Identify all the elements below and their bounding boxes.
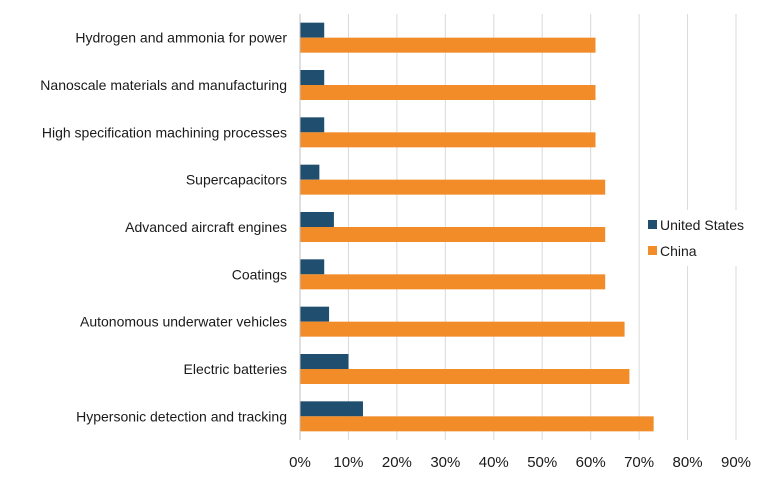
bar-china [300,369,630,384]
x-tick-label: 60% [576,454,606,471]
x-tick-label: 90% [721,454,751,471]
bar-united-states [300,306,330,322]
legend: United States China [640,210,760,266]
x-tick-label: 20% [382,454,412,471]
legend-background [640,210,760,266]
category-label: Hypersonic detection and tracking [76,408,287,424]
category-label: Nanoscale materials and manufacturing [40,77,287,93]
bar-united-states [300,259,325,275]
category-label: Autonomous underwater vehicles [80,314,287,330]
bar-china [300,132,596,148]
x-tick-label: 0% [289,454,311,471]
bar-china [300,227,606,242]
legend-label-united-states: United States [660,217,744,233]
x-axis-tick-labels: 0% 10% 20% 30% 40% 50% 60% 70% 80% 90% [289,454,751,471]
category-label: Supercapacitors [186,172,287,188]
category-label: High specification machining processes [42,124,287,140]
x-tick-label: 40% [479,454,509,471]
category-label: Coatings [232,266,287,282]
x-tick-label: 80% [673,454,703,471]
bar-united-states [300,354,349,369]
bar-china [300,321,625,337]
x-tick-label: 70% [624,454,654,471]
category-label: Electric batteries [184,361,287,377]
category-label: Advanced aircraft engines [125,219,287,235]
category-labels: Hydrogen and ammonia for power Nanoscale … [40,30,287,425]
bar-china [300,179,606,195]
x-tick-label: 50% [527,454,557,471]
bar-united-states [300,164,320,180]
bars [300,22,654,432]
bar-united-states [300,117,325,133]
x-tick-label: 30% [430,454,460,471]
bar-china [300,274,606,290]
category-label: Hydrogen and ammonia for power [75,30,287,46]
legend-swatch-china [648,246,657,255]
bar-china [300,37,596,53]
bar-united-states [300,212,334,227]
bar-china [300,416,654,432]
bar-united-states [300,22,325,38]
x-tick-label: 10% [333,454,363,471]
legend-swatch-united-states [648,220,657,229]
bar-china [300,85,596,100]
bar-united-states [300,70,325,85]
bar-united-states [300,401,363,417]
legend-label-china: China [660,243,697,259]
